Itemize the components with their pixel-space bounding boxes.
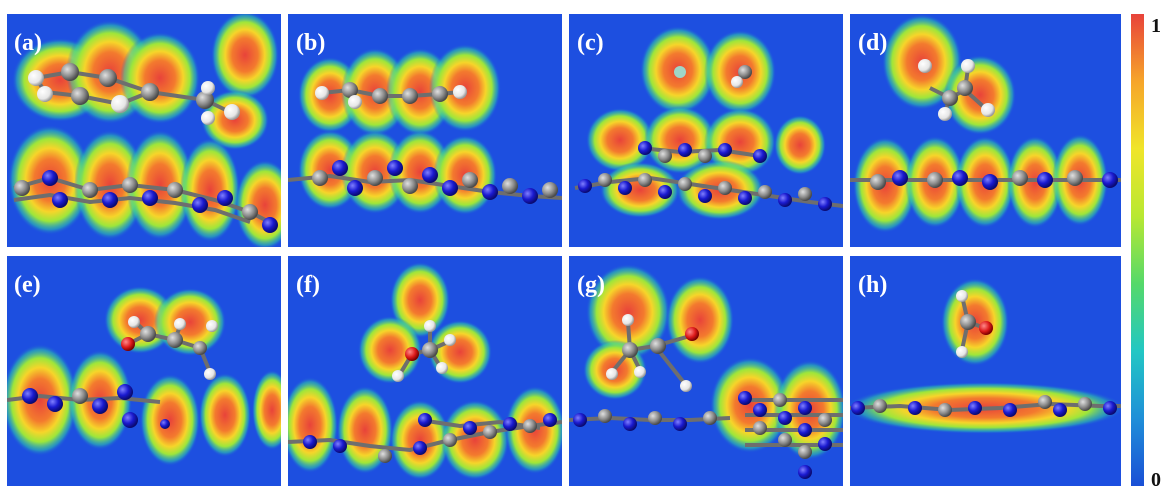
- colorbar: 1 0: [1131, 14, 1161, 490]
- panel-e-label: (e): [14, 272, 41, 298]
- molecule-atoms: [303, 320, 557, 463]
- molecule-atoms: [851, 290, 1117, 417]
- molecule-atoms: [578, 65, 832, 211]
- panel-h: [850, 278, 1121, 434]
- molecule-atoms: [312, 82, 558, 204]
- panel-a-label: (a): [14, 30, 42, 56]
- molecule-atoms: [22, 316, 218, 429]
- panel-c: [574, 26, 843, 220]
- panel-d-label: (d): [858, 30, 887, 56]
- panel-e: [7, 286, 281, 466]
- colorbar-min-label: 0: [1151, 469, 1161, 490]
- panel-f: [288, 262, 562, 480]
- molecule-atoms: [573, 314, 832, 479]
- panel-a: [8, 14, 281, 247]
- panel-b: [288, 44, 562, 215]
- panel-b-label: (b): [296, 30, 325, 56]
- panel-f-label: (f): [296, 272, 320, 298]
- molecule-atoms: [870, 59, 1118, 190]
- colorbar-gradient: [1131, 14, 1144, 486]
- panel-g-label: (g): [577, 272, 605, 298]
- colorbar-max-label: 1: [1151, 15, 1161, 37]
- panel-d: [850, 14, 1121, 233]
- panel-labels: (a) (b) (c) (d) (e) (f) (g) (h): [14, 30, 887, 298]
- panel-g: [569, 264, 843, 479]
- panel-h-label: (h): [858, 272, 887, 298]
- molecule-atoms: [14, 63, 278, 233]
- panel-c-label: (c): [577, 30, 604, 56]
